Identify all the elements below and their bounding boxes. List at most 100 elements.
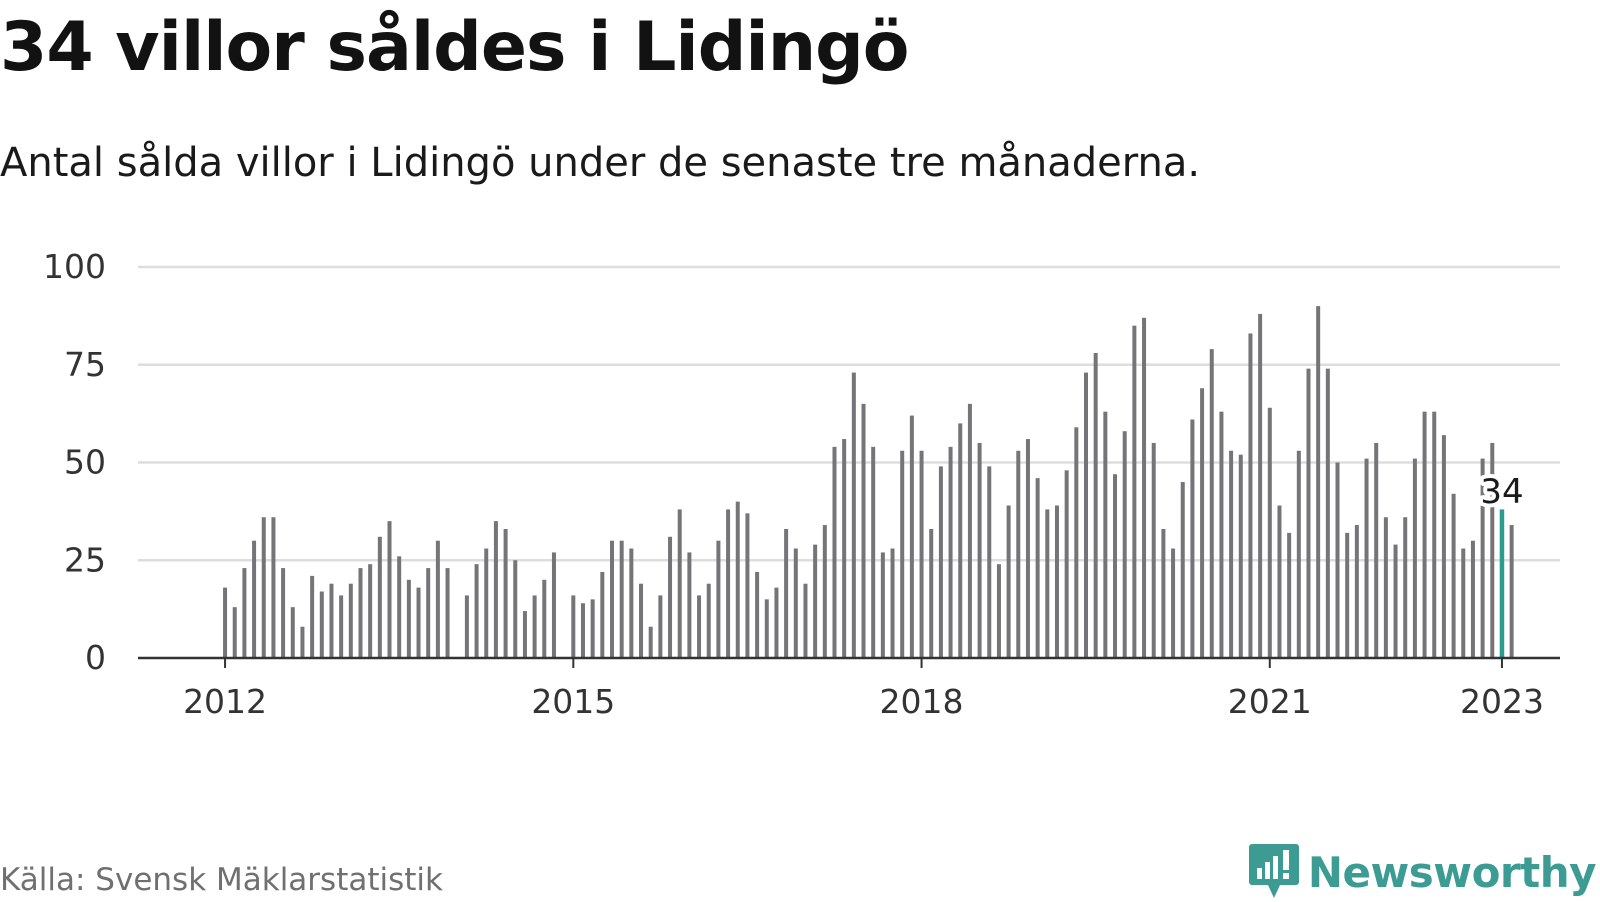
bar	[1354, 525, 1359, 658]
bar	[1209, 349, 1214, 658]
bar	[639, 583, 644, 658]
bar	[764, 599, 769, 658]
bar	[1480, 458, 1485, 658]
bar	[1219, 411, 1224, 658]
bar	[735, 501, 740, 658]
bar	[426, 568, 431, 658]
bar	[909, 415, 914, 658]
bar	[648, 626, 653, 658]
bar	[1035, 478, 1040, 658]
bar	[784, 528, 789, 658]
chart-subtitle: Antal sålda villor i Lidingö under de se…	[0, 140, 1201, 186]
brand-name: Newsworthy	[1307, 847, 1597, 897]
bar	[542, 579, 547, 658]
y-tick-label: 50	[64, 443, 106, 482]
gridlines	[138, 265, 1560, 562]
bar	[1383, 517, 1388, 658]
bar	[503, 528, 508, 658]
bar	[1374, 442, 1379, 658]
bar	[1132, 325, 1137, 658]
bar	[803, 583, 808, 658]
bar	[958, 423, 963, 658]
bar	[368, 564, 373, 658]
bar	[223, 587, 228, 658]
bar	[890, 548, 895, 658]
bar	[310, 575, 315, 658]
bar	[493, 521, 498, 658]
bar	[716, 540, 721, 658]
bar	[1316, 306, 1321, 658]
bar	[358, 568, 363, 658]
bar	[919, 450, 924, 658]
bar	[832, 446, 837, 658]
bar	[242, 568, 247, 658]
y-tick-label: 100	[43, 247, 106, 286]
bar	[948, 446, 953, 658]
bar	[1422, 411, 1427, 658]
bar	[658, 595, 663, 658]
bar	[1335, 462, 1340, 658]
bar	[571, 595, 576, 658]
bar	[745, 513, 750, 658]
bar	[1412, 458, 1417, 658]
bar	[1113, 474, 1118, 658]
bar	[668, 536, 673, 658]
bar	[1103, 411, 1108, 658]
bar	[1200, 388, 1205, 658]
bar	[1180, 482, 1185, 658]
bar	[1084, 372, 1088, 658]
x-tick-label: 2018	[880, 682, 964, 721]
bar	[551, 552, 556, 658]
bar	[1325, 368, 1330, 658]
bar	[387, 521, 392, 658]
bar	[610, 540, 614, 658]
bar	[377, 536, 382, 658]
bar	[252, 540, 257, 658]
bar	[1151, 442, 1156, 658]
bar	[513, 560, 518, 658]
newsworthy-logo-icon	[1248, 844, 1299, 898]
bar	[1093, 353, 1098, 658]
highlight-label: 34	[1480, 472, 1523, 512]
bar	[532, 595, 537, 658]
bar	[1161, 528, 1166, 658]
bar	[1287, 532, 1292, 658]
bar	[319, 591, 324, 658]
bar	[1045, 509, 1050, 658]
bar	[871, 446, 876, 658]
bar	[938, 466, 943, 658]
x-tick-label: 2023	[1460, 682, 1544, 721]
bar	[774, 587, 779, 658]
bar	[842, 439, 847, 658]
bar	[1064, 470, 1069, 658]
bar	[813, 544, 818, 658]
bar	[416, 587, 421, 658]
x-tick-label: 2021	[1228, 682, 1312, 721]
brand[interactable]: Newsworthy	[1248, 842, 1597, 902]
x-axis	[138, 656, 1560, 668]
bar	[281, 568, 286, 658]
bar-highlight	[1499, 509, 1505, 658]
bar	[1345, 532, 1350, 658]
bar	[590, 599, 595, 658]
y-tick-label: 25	[64, 540, 106, 579]
bar	[1403, 517, 1408, 658]
bar	[232, 607, 237, 658]
bar	[861, 403, 866, 658]
bar	[1238, 454, 1243, 658]
bar	[1054, 505, 1059, 658]
bar	[329, 583, 334, 658]
bar	[900, 450, 905, 658]
bar	[1122, 431, 1127, 658]
bar	[1258, 313, 1263, 658]
bar	[996, 564, 1001, 658]
bar	[880, 552, 885, 658]
bar	[1296, 450, 1301, 658]
bar	[261, 517, 266, 658]
bar	[706, 583, 711, 658]
bar	[977, 442, 982, 658]
bar	[522, 611, 527, 658]
bar	[1461, 548, 1466, 658]
bar	[793, 548, 798, 658]
